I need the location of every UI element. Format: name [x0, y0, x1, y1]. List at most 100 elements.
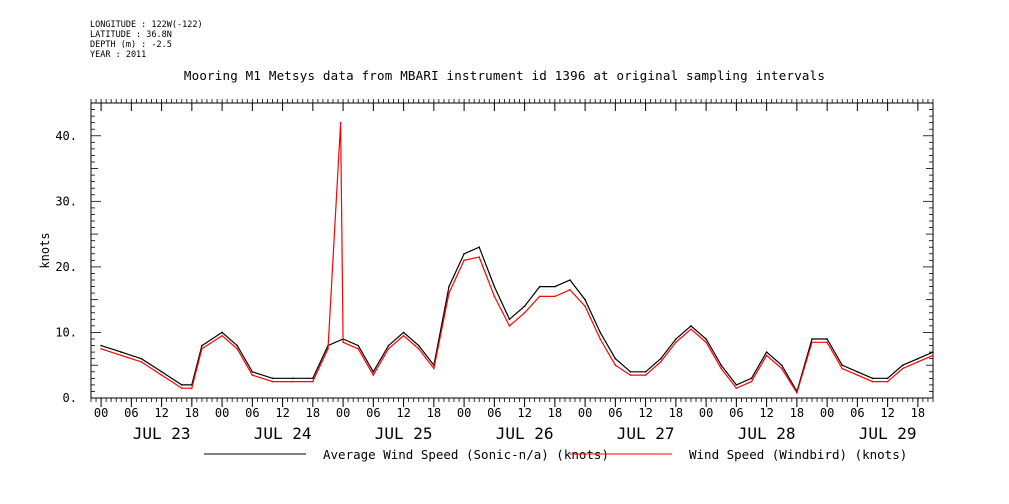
data-point-s1: [372, 370, 375, 373]
data-point-s1: [448, 285, 450, 288]
data-point-s2: [871, 380, 874, 383]
x-hour-label: 06: [729, 406, 743, 420]
data-point-s2: [180, 387, 183, 389]
data-point-s1: [387, 344, 390, 347]
y-tick-label: 10.: [55, 325, 77, 339]
data-point-s2: [417, 348, 420, 350]
meta-latitude: LATITUDE : 36.8N: [90, 30, 172, 40]
metadata-block: LONGITUDE : 122W(-122) LATITUDE : 36.8N …: [90, 20, 203, 60]
x-day-label: JUL 24: [254, 424, 312, 443]
x-hour-label: 18: [548, 406, 562, 420]
data-point-s2: [644, 374, 647, 376]
data-point-s1: [932, 351, 934, 353]
data-point-s1: [357, 344, 360, 347]
data-point-s1: [251, 370, 254, 373]
x-hour-label: 12: [638, 406, 652, 420]
meta-depth: DEPTH (m) : -2.5: [90, 40, 172, 50]
data-point-s1: [811, 338, 813, 340]
data-point-s1: [675, 338, 677, 340]
data-point-s1: [841, 364, 844, 367]
x-day-label: JUL 29: [859, 424, 917, 443]
data-point-s2: [402, 334, 405, 337]
data-point-s2: [629, 374, 632, 376]
data-point-s2: [690, 328, 692, 330]
data-point-s2: [271, 380, 274, 383]
data-point-s2: [523, 311, 526, 314]
data-point-s1: [720, 364, 723, 367]
x-hour-label: 12: [275, 406, 289, 420]
data-point-s1: [735, 384, 738, 386]
data-point-s2: [493, 295, 496, 298]
data-point-s2: [448, 292, 450, 294]
data-point-s1: [402, 331, 405, 334]
meta-year: YEAR : 2011: [90, 50, 147, 60]
x-hour-label: 18: [911, 406, 925, 420]
x-hour-label: 00: [820, 406, 834, 420]
data-point-s2: [932, 354, 934, 357]
data-point-s1: [901, 364, 904, 367]
data-point-s2: [160, 374, 163, 376]
x-hour-label: 00: [94, 406, 108, 420]
data-point-s1: [856, 370, 859, 373]
x-day-label: JUL 28: [738, 424, 796, 443]
data-point-s2: [120, 354, 123, 357]
data-point-s1: [478, 246, 481, 249]
data-point-s2: [508, 325, 511, 327]
x-hour-label: 00: [578, 406, 592, 420]
data-point-s1: [140, 357, 143, 360]
data-point-s2: [796, 391, 798, 394]
x-hour-label: 12: [759, 406, 773, 420]
x-hour-label: 18: [790, 406, 804, 420]
data-point-s2: [463, 259, 465, 262]
data-point-s2: [705, 341, 707, 344]
data-point-s1: [291, 377, 294, 380]
data-point-s2: [221, 334, 223, 337]
data-point-s1: [584, 298, 586, 301]
data-point-s2: [100, 348, 102, 350]
data-point-s2: [841, 367, 844, 370]
data-point-s2: [387, 348, 390, 350]
y-tick-label: 40.: [55, 129, 77, 143]
data-point-s1: [271, 377, 274, 380]
data-point-s1: [659, 357, 662, 360]
data-point-s1: [614, 357, 617, 360]
data-point-s2: [554, 295, 556, 298]
data-point-s2: [599, 338, 602, 340]
x-hour-label: 18: [427, 406, 441, 420]
data-point-s2: [357, 348, 360, 350]
data-point-s1: [523, 305, 526, 308]
data-point-s2: [201, 348, 203, 350]
x-day-label: JUL 26: [496, 424, 554, 443]
data-point-s2: [478, 256, 481, 258]
x-hour-label: 06: [608, 406, 622, 420]
legend-label-2: Wind Speed (Windbird) (knots): [689, 447, 907, 462]
data-point-s1: [780, 364, 783, 367]
data-point-s1: [644, 370, 647, 373]
data-point-s1: [493, 285, 496, 288]
x-hour-label: 00: [215, 406, 229, 420]
chart-title: Mooring M1 Metsys data from MBARI instru…: [183, 68, 826, 83]
data-point-s1: [201, 344, 203, 347]
data-point-s1: [538, 285, 541, 288]
data-point-s2: [339, 121, 342, 124]
x-hour-label: 12: [517, 406, 531, 420]
data-point-s2: [780, 367, 783, 370]
y-tick-label: 0.: [63, 391, 77, 405]
data-point-s1: [508, 318, 511, 321]
data-point-s1: [765, 351, 768, 353]
x-day-label: JUL 23: [133, 424, 191, 443]
data-point-s1: [312, 377, 314, 380]
data-point-s2: [433, 367, 435, 370]
x-hour-label: 18: [185, 406, 199, 420]
data-point-s2: [675, 341, 677, 344]
data-point-s2: [856, 374, 859, 376]
data-point-s2: [584, 305, 586, 308]
x-hour-label: 06: [850, 406, 864, 420]
y-tick-label: 20.: [55, 260, 77, 274]
data-point-s1: [705, 338, 707, 340]
y-tick-label: 30.: [55, 194, 77, 208]
data-point-s1: [463, 252, 465, 255]
x-hour-label: 06: [245, 406, 259, 420]
data-point-s2: [251, 374, 254, 376]
